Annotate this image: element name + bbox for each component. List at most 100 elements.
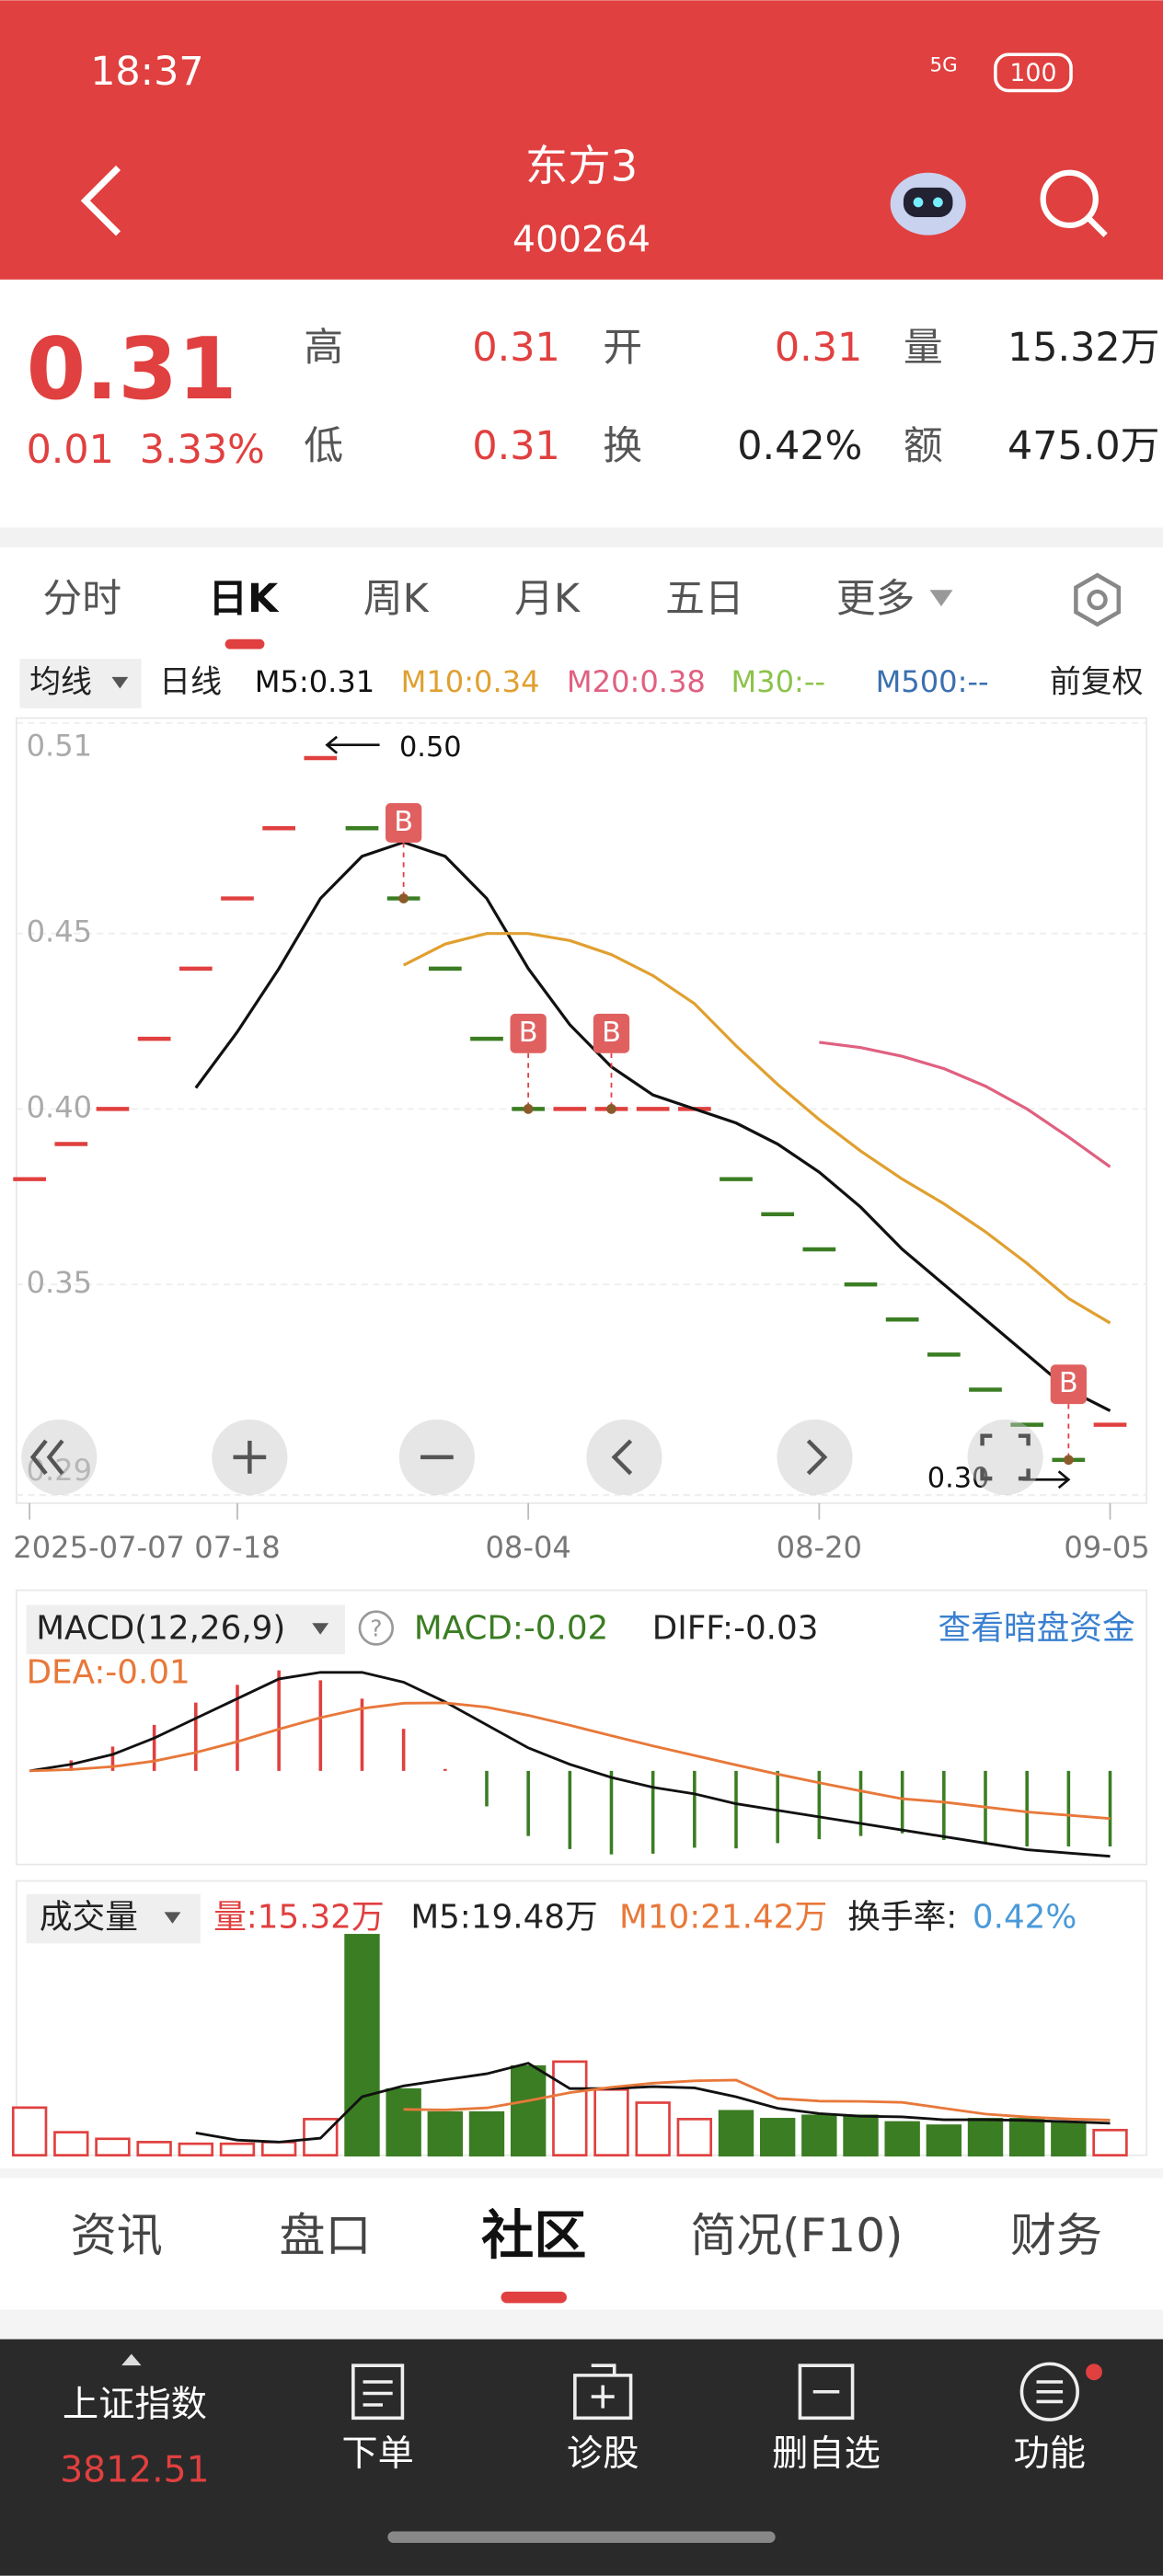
dark-pool-link[interactable]: 查看暗盘资金 — [938, 1609, 1135, 1647]
battery-level: 100 — [1009, 59, 1056, 87]
content-tab[interactable]: 简况(F10) — [690, 2209, 903, 2262]
buy-marker — [1050, 1364, 1087, 1405]
price-change-pct: 3.33% — [140, 427, 265, 473]
stock-name: 东方3 — [525, 142, 638, 191]
x-tick-label: 08-20 — [777, 1530, 862, 1565]
period-tab[interactable]: 月K — [514, 576, 581, 622]
x-tick-label: 08-04 — [485, 1530, 570, 1565]
nav-label[interactable]: 功能 — [1014, 2433, 1087, 2475]
turnover-label: 换手率: — [847, 1899, 957, 1937]
y-tick-label: 0.40 — [27, 1089, 93, 1124]
volume-title: 成交量 — [40, 1899, 138, 1937]
volume-bar — [1008, 2118, 1045, 2156]
volume-bar — [11, 2106, 48, 2156]
volume-bar — [260, 2141, 297, 2156]
stock-code: 400264 — [512, 219, 651, 260]
volume-bar — [53, 2131, 89, 2156]
buy-marker — [386, 803, 422, 843]
ma-legend-item: M5:0.31 — [255, 664, 375, 699]
content-tab[interactable]: 资讯 — [71, 2209, 163, 2262]
volume-bar — [1092, 2128, 1128, 2156]
assistant-icon[interactable] — [890, 172, 966, 236]
ma-line — [194, 840, 1111, 1412]
settings-button[interactable] — [1074, 572, 1122, 627]
expand-icon[interactable] — [121, 2353, 142, 2366]
nav-icon[interactable] — [573, 2363, 633, 2421]
volume-bar — [967, 2118, 1004, 2156]
chart-control[interactable] — [967, 1419, 1043, 1495]
field-value: 0.31 — [472, 423, 559, 469]
ma-legend-item: M500:-- — [876, 664, 989, 699]
dropdown-arrow — [312, 1623, 329, 1635]
index-name[interactable]: 上证指数 — [63, 2384, 207, 2425]
volume-ma10 — [403, 2078, 1111, 2122]
period-tab[interactable]: 五日 — [665, 576, 744, 622]
macd-selector[interactable] — [26, 1604, 345, 1655]
volume-bar — [718, 2110, 754, 2156]
divider — [0, 2309, 1163, 2340]
nav-label[interactable]: 下单 — [341, 2433, 414, 2475]
buy-marker — [593, 1013, 630, 1053]
home-indicator — [387, 2531, 776, 2543]
volume-ma5 — [195, 2062, 1111, 2144]
volume-bar — [95, 2137, 131, 2156]
ma-legend-item: M10:0.34 — [401, 664, 540, 699]
period-tab[interactable]: 更多 — [836, 576, 915, 622]
field-label: 低 — [304, 423, 343, 469]
help-text: ? — [370, 1615, 382, 1641]
volume-bar — [427, 2110, 464, 2156]
period-tab[interactable]: 分时 — [42, 576, 121, 622]
content-tab[interactable]: 社区 — [481, 2205, 586, 2266]
volume-ma5: M5:19.48万 — [410, 1899, 597, 1937]
volume-bar — [178, 2142, 214, 2156]
buy-dot — [398, 893, 409, 903]
content-tab[interactable]: 财务 — [1010, 2209, 1102, 2262]
chart-control[interactable] — [777, 1419, 853, 1495]
control-icon — [806, 1439, 828, 1476]
ma-legend-item: M30:-- — [731, 664, 825, 699]
period-tab[interactable]: 周K — [363, 576, 430, 622]
field-value: 475.0万 — [1008, 423, 1159, 469]
control-icon — [29, 1439, 64, 1476]
nav-label[interactable]: 删自选 — [772, 2433, 881, 2475]
x-tick-label: 2025-07-07 — [13, 1530, 185, 1565]
field-label: 量 — [904, 325, 943, 371]
period-tab[interactable]: 日K — [208, 576, 280, 622]
dropdown-arrow — [929, 590, 953, 607]
content-tab[interactable]: 盘口 — [280, 2209, 372, 2262]
adjust-label[interactable]: 前复权 — [1050, 664, 1144, 700]
volume-bar — [801, 2114, 837, 2156]
chart-control[interactable] — [21, 1419, 98, 1495]
nav-icon[interactable] — [798, 2363, 855, 2421]
dropdown-arrow — [111, 676, 129, 689]
field-value: 15.32万 — [1008, 325, 1159, 371]
search-button[interactable] — [1040, 169, 1108, 237]
divider — [0, 527, 1163, 547]
dea-value: DEA:-0.01 — [27, 1654, 190, 1692]
chart-control[interactable] — [586, 1419, 662, 1495]
volume-bar — [676, 2118, 713, 2156]
x-tick-label: 09-05 — [1064, 1530, 1149, 1565]
field-value: 0.31 — [472, 325, 559, 371]
field-label: 高 — [304, 325, 343, 371]
volume-bar — [1051, 2121, 1087, 2156]
ma-legend-item: M20:0.38 — [567, 664, 706, 699]
field-label: 开 — [603, 325, 642, 371]
dea-line — [29, 1701, 1111, 1821]
diff-value: DIFF:-0.03 — [652, 1609, 819, 1647]
control-icon — [611, 1439, 633, 1476]
high-label: 0.50 — [399, 731, 462, 764]
nav-icon[interactable] — [351, 2363, 405, 2421]
period-label: 日线 — [159, 664, 222, 700]
help-icon[interactable] — [358, 1610, 395, 1646]
y-tick-label: 0.45 — [27, 914, 93, 949]
dropdown-arrow — [164, 1912, 181, 1924]
nav-label[interactable]: 诊股 — [567, 2433, 639, 2475]
nav-icon[interactable] — [1019, 2362, 1079, 2421]
volume-bar — [635, 2101, 671, 2156]
ma-selector-label: 均线 — [29, 664, 92, 700]
back-button[interactable] — [80, 165, 121, 236]
field-label: 额 — [904, 423, 943, 469]
volume-bar — [468, 2110, 505, 2156]
price-change: 0.01 — [27, 427, 114, 473]
